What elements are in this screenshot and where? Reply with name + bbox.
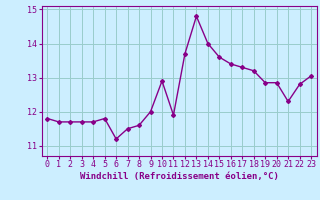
X-axis label: Windchill (Refroidissement éolien,°C): Windchill (Refroidissement éolien,°C) bbox=[80, 172, 279, 181]
